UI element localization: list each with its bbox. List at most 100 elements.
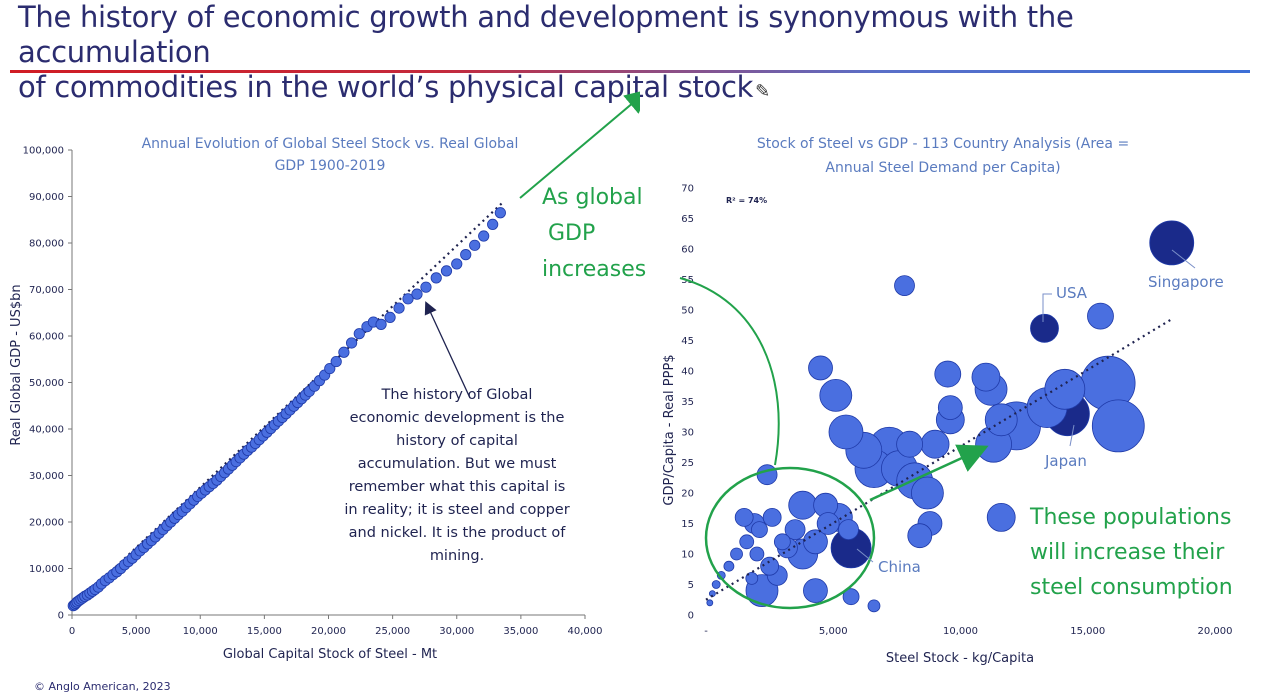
chart2-y-tick-label: 40 [681, 367, 694, 378]
chart2-country-bubble [828, 414, 864, 450]
chart1-data-point [469, 239, 481, 251]
chart1-y-tick-label: 30,000 [29, 471, 64, 482]
chart1-data-point [420, 281, 432, 293]
chart1-x-tick-label: 15,000 [247, 626, 282, 637]
chart2-country-bubble [808, 355, 833, 381]
chart2-country-bubble [760, 556, 780, 576]
emerging-markets-circle [704, 466, 876, 610]
chart1-data-point [384, 311, 396, 323]
growth-arrow [519, 89, 640, 199]
chart2-country-bubble [984, 403, 1018, 437]
chart2-x-tick-label: 10,000 [943, 626, 978, 637]
steel-stock-vs-gdp-timeseries-chart: Annual Evolution of Global Steel Stock v… [9, 89, 640, 662]
chart2-y-tick-label: 5 [688, 580, 694, 591]
chart2-country-bubble [920, 429, 950, 459]
chart2-country-bubble [911, 476, 944, 510]
chart1-data-point [345, 337, 358, 349]
chart2-country-bubble [730, 547, 743, 561]
chart1-data-point [393, 302, 405, 314]
consumption-arrow [869, 444, 989, 502]
history-note-line: mining. [430, 548, 484, 564]
chart2-country-bubble [756, 464, 778, 486]
history-note-line: history of capital [396, 433, 518, 449]
chart2-y-tick-label: 15 [681, 519, 694, 530]
chart1-x-tick-label: 10,000 [183, 626, 218, 637]
chart2-y-axis-label: GDP/Capita - Real PPP$ [662, 354, 677, 505]
chart2-country-bubble [1091, 399, 1145, 453]
chart2-country-bubble [907, 523, 933, 549]
chart2-country-bubble [838, 519, 859, 540]
populations-label-line-1: These populations [1029, 505, 1231, 530]
chart2-trendline [705, 318, 1173, 601]
chart1-title-line-2: GDP 1900-2019 [275, 158, 386, 174]
chart2-country-bubble [784, 519, 806, 540]
chart1-data-point [494, 207, 506, 219]
history-note: The history of Global economic developmen… [344, 387, 569, 564]
chart1-x-tick-label: 0 [69, 626, 75, 637]
chart2-country-bubble [745, 572, 759, 585]
chart1-data-point [478, 230, 490, 242]
chart1-y-tick-label: 0 [58, 611, 64, 622]
chart2-y-tick-label: 10 [681, 550, 694, 561]
chart1-y-tick-label: 90,000 [29, 192, 64, 203]
note-pointer-arrow [424, 301, 471, 399]
chart2-country-bubble [1149, 220, 1195, 266]
chart1-x-tick-label: 30,000 [439, 626, 474, 637]
usa-leader-line [1042, 293, 1052, 322]
chart2-country-bubble [773, 533, 791, 551]
chart2-country-bubble [788, 490, 818, 520]
chart2-country-bubble [937, 395, 963, 421]
chart2-title-line-2: Annual Steel Demand per Capita) [825, 160, 1060, 176]
chart1-y-tick-label: 10,000 [29, 564, 64, 575]
populations-label-line-3: steel consumption [1030, 575, 1233, 600]
china-leader-line [856, 548, 874, 563]
chart1-y-tick-label: 70,000 [29, 285, 64, 296]
chart2-country-bubble [734, 508, 754, 527]
chart2-y-tick-label: 60 [681, 245, 694, 256]
label-usa: USA [1056, 284, 1088, 302]
chart2-y-tick-label: 25 [681, 458, 694, 469]
copyright: © Anglo American, 2023 [34, 680, 171, 693]
chart2-country-bubble [819, 378, 853, 412]
chart1-data-point [338, 346, 350, 358]
chart1-x-axis-label: Global Capital Stock of Steel - Mt [223, 647, 437, 662]
chart2-country-bubble [803, 529, 828, 555]
history-note-line: and nickel. It is the product of [349, 525, 567, 541]
growth-label-line-1: As global [542, 185, 643, 210]
chart2-country-bubble [803, 578, 828, 603]
chart1-data-point [375, 318, 387, 330]
chart2-country-bubble [842, 588, 860, 606]
history-note-line: economic development is the [350, 410, 565, 426]
label-japan: Japan [1044, 452, 1087, 470]
chart2-country-bubble [762, 508, 782, 527]
chart1-y-tick-label: 80,000 [29, 239, 64, 250]
chart1-data-point [353, 328, 365, 340]
chart1-y-tick-label: 40,000 [29, 425, 64, 436]
chart1-data-point [487, 218, 499, 230]
chart1-y-tick-label: 100,000 [23, 146, 64, 157]
history-note-line: accumulation. But we must [358, 456, 557, 472]
chart2-country-bubble [986, 503, 1016, 532]
chart2-country-bubble [1087, 302, 1114, 330]
chart2-x-tick-label: 15,000 [1070, 626, 1105, 637]
chart2-y-tick-label: 70 [681, 184, 694, 195]
chart1-x-tick-label: 25,000 [375, 626, 410, 637]
chart2-y-tick-label: 30 [681, 428, 694, 439]
chart1-y-tick-label: 50,000 [29, 378, 64, 389]
chart2-country-bubble [867, 599, 881, 613]
chart2-y-tick-label: 35 [681, 397, 694, 408]
chart2-country-bubble [723, 560, 735, 572]
populations-label-line-2: will increase their [1030, 540, 1225, 565]
pencil-icon: ✎ [755, 81, 770, 102]
chart1-data-point [430, 272, 442, 284]
chart2-y-tick-label: 45 [681, 336, 694, 347]
japan-leader-line [1069, 424, 1075, 447]
chart1-x-tick-label: 35,000 [503, 626, 538, 637]
history-note-line: in reality; it is steel and copper [344, 502, 569, 518]
chart2-country-bubble [711, 580, 721, 589]
growth-callout-line [679, 277, 780, 466]
singapore-leader-line [1171, 249, 1196, 269]
chart2-country-bubble [751, 521, 768, 538]
chart2-country-bubble [1044, 368, 1086, 410]
